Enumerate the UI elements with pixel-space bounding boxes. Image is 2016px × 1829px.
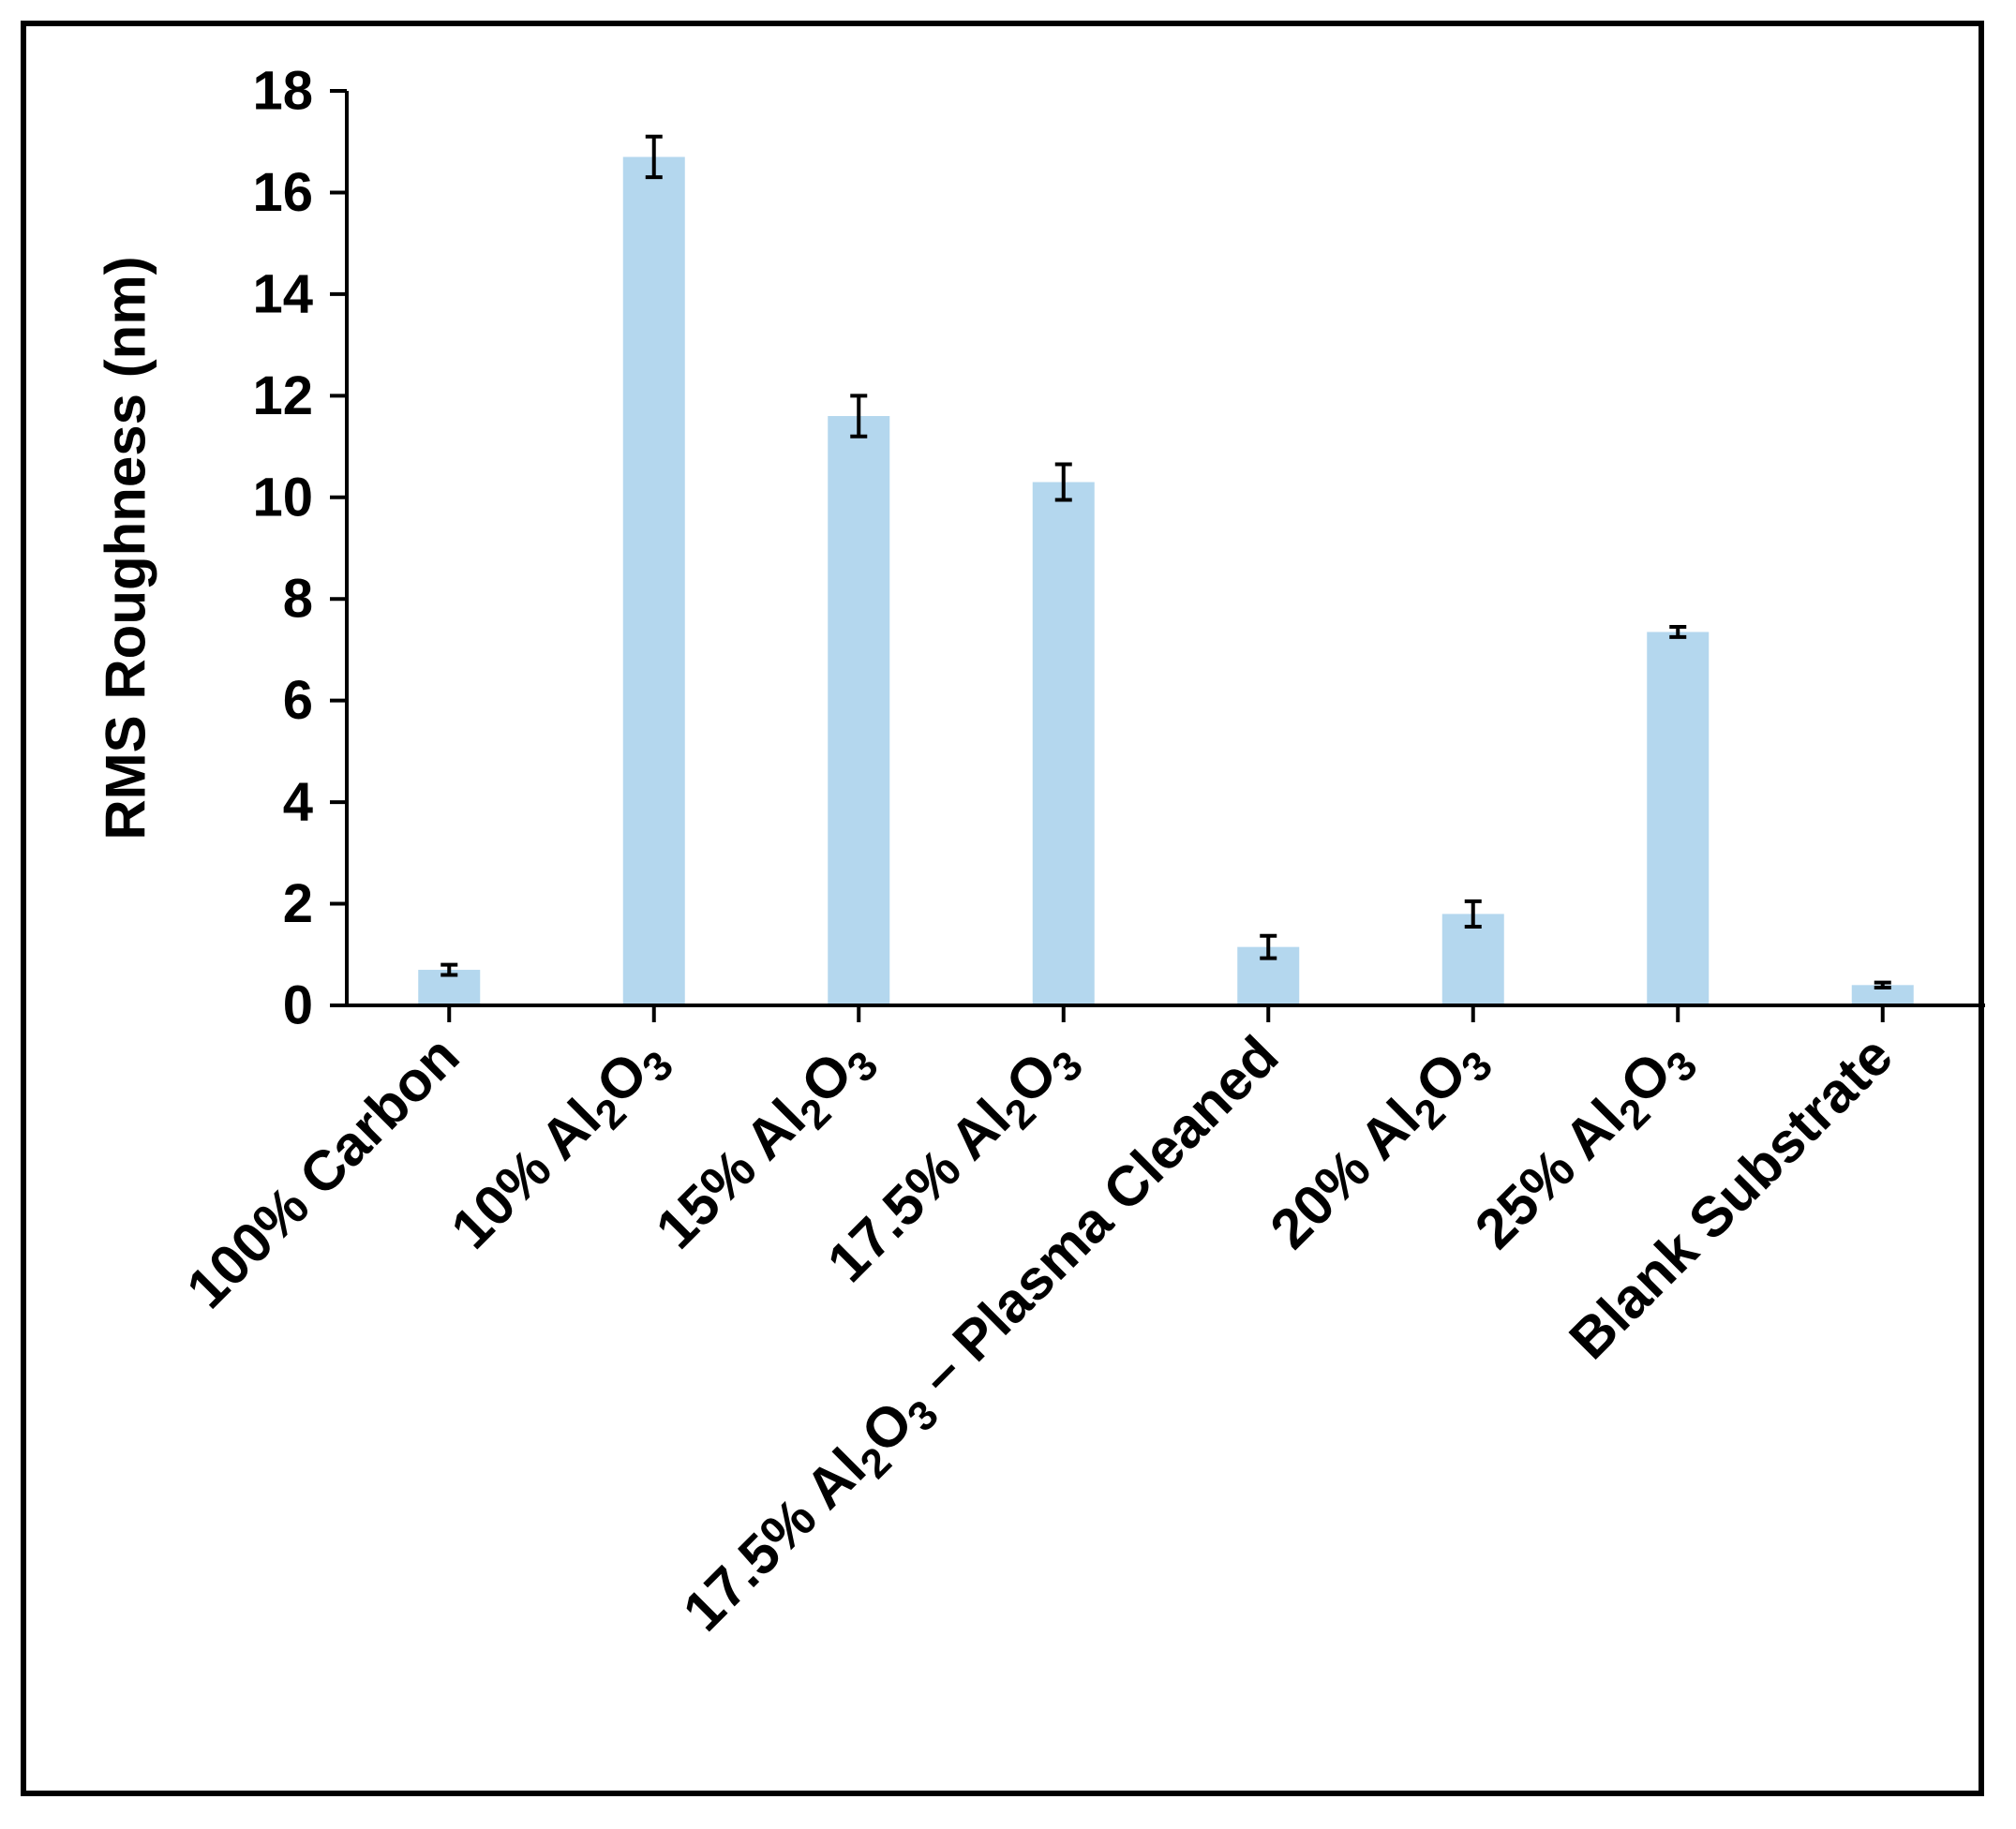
bars-group	[418, 156, 1914, 1005]
y-tick-label: 16	[252, 162, 313, 223]
bar	[1851, 985, 1914, 1005]
x-category-label: 100% Carbon	[174, 1024, 470, 1320]
x-category-label-part: 100% Carbon	[174, 1024, 470, 1320]
x-category-label: 20% Al2O3	[1258, 1024, 1501, 1268]
y-tick-label: 4	[283, 772, 313, 833]
y-tick-label: 6	[283, 670, 313, 731]
y-tick-label: 10	[252, 467, 313, 528]
y-ticks-group: 0 2 4 6 8 10 12 14 16 18	[252, 61, 347, 1036]
y-tick-label: 0	[283, 975, 313, 1036]
axes-group	[345, 91, 1985, 1007]
bar	[1032, 482, 1095, 1005]
x-category-label-part: 15% Al	[644, 1087, 817, 1260]
bar	[1441, 914, 1504, 1005]
x-category-label-part: 17.5% Al	[815, 1087, 1022, 1293]
y-tick-label: 8	[283, 569, 313, 630]
y-tick-label: 2	[283, 873, 313, 934]
x-category-label-part: 25% Al	[1463, 1087, 1636, 1260]
x-category-label-part: 20% Al	[1258, 1087, 1431, 1260]
y-tick-label: 14	[252, 263, 313, 324]
x-category-label: Blank Substrate	[1558, 1024, 1904, 1371]
bar	[1647, 632, 1710, 1005]
x-category-label-part: 10% Al	[439, 1087, 612, 1260]
bar	[828, 416, 890, 1005]
x-category-label: 10% Al2O3	[439, 1024, 682, 1268]
y-tick-label: 18	[252, 61, 313, 122]
y-tick-label: 12	[252, 365, 313, 426]
error-bars-group	[441, 134, 1891, 990]
x-category-label-part: – Plasma Cleaned	[896, 1024, 1290, 1418]
x-category-label-part: Blank Substrate	[1558, 1024, 1904, 1371]
x-category-label-part: 17.5% Al	[671, 1436, 877, 1643]
y-axis-title: RMS Roughness (nm)	[95, 256, 157, 840]
bar	[622, 156, 685, 1005]
